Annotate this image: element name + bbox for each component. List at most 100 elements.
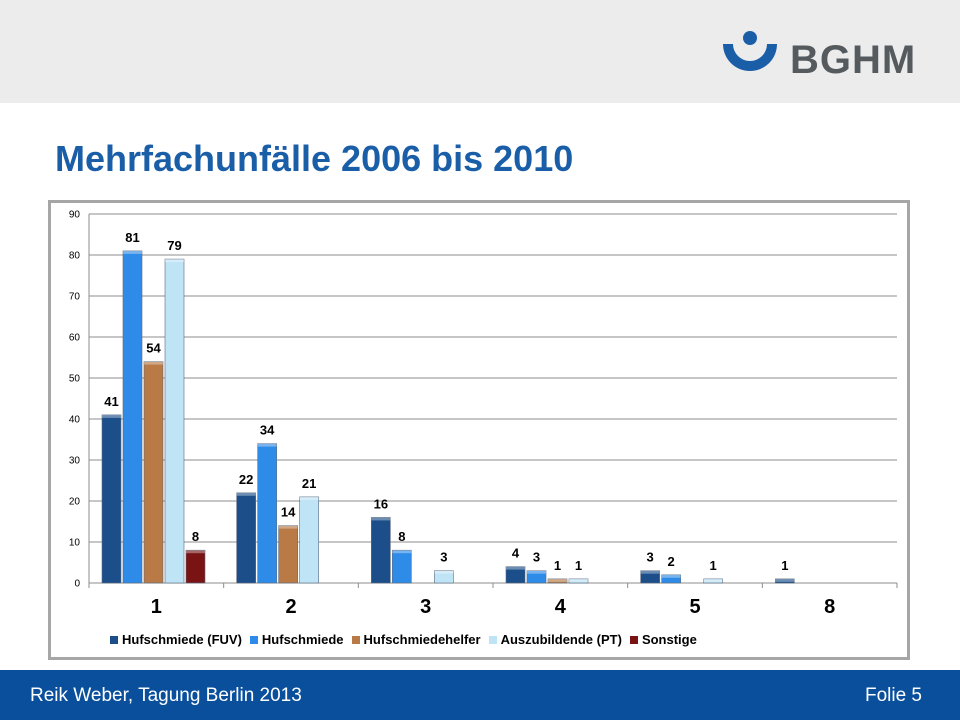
data-label: 4	[512, 546, 520, 561]
data-label: 79	[167, 238, 181, 253]
legend-label: Hufschmiedehelfer	[363, 632, 481, 647]
header-band	[0, 0, 960, 103]
y-tick-label: 70	[69, 292, 81, 303]
legend-item: Hufschmiedehelfer	[351, 632, 481, 647]
bar-highlight	[186, 550, 205, 554]
logo-text: BGHM	[790, 38, 917, 82]
bar	[547, 578, 568, 584]
bar	[185, 549, 206, 584]
data-label: 1	[575, 558, 582, 573]
data-label: 8	[192, 529, 199, 544]
legend-label: Sonstige	[641, 632, 697, 647]
bar	[164, 258, 185, 584]
bar	[703, 578, 723, 584]
legend-item: Auszubildende (PT)	[488, 632, 622, 647]
legend-swatch	[488, 635, 497, 644]
data-label: 81	[125, 230, 139, 245]
data-label: 54	[146, 341, 161, 356]
bar	[101, 414, 122, 584]
bar-highlight	[506, 566, 525, 570]
data-label: 1	[554, 558, 561, 573]
bar-highlight	[569, 578, 588, 582]
bar	[143, 361, 164, 584]
bar-highlight	[548, 578, 567, 582]
data-label: 2	[668, 554, 675, 569]
bar-highlight	[102, 414, 121, 418]
y-tick-label: 90	[69, 210, 81, 221]
footer-slide-number: Folie 5	[864, 685, 922, 706]
data-label: 8	[398, 529, 405, 544]
bar-highlight	[640, 570, 660, 574]
bar-highlight	[371, 517, 391, 521]
bar-highlight	[392, 550, 412, 554]
data-label: 21	[302, 476, 316, 491]
data-label: 22	[239, 472, 253, 487]
x-tick-label: 8	[824, 596, 835, 618]
bar-highlight	[165, 259, 184, 263]
y-tick-label: 0	[74, 579, 80, 590]
bar-highlight	[278, 525, 298, 529]
bar	[371, 517, 391, 584]
legend-label: Hufschmiede	[261, 632, 344, 647]
bar-highlight	[236, 492, 256, 496]
bghm-logo-icon	[723, 31, 777, 71]
chart-legend: Hufschmiede (FUV) Hufschmiede Hufschmiedeh…	[110, 632, 697, 647]
x-tick-label: 4	[555, 596, 567, 618]
bar	[568, 578, 589, 584]
bar-highlight	[703, 578, 723, 582]
bar-highlight	[661, 574, 681, 578]
legend-swatch	[249, 635, 258, 644]
bar	[505, 566, 526, 584]
x-tick-label: 3	[420, 596, 431, 618]
bar	[775, 578, 795, 584]
legend-item: Sonstige	[629, 632, 697, 647]
bar	[257, 443, 277, 584]
y-tick-label: 60	[69, 333, 81, 344]
legend-swatch	[629, 635, 638, 644]
footer-bar	[0, 670, 960, 720]
legend-item: Hufschmiede	[249, 632, 344, 647]
legend-label: Auszubildende (PT)	[500, 632, 622, 647]
footer-presenter: Reik Weber, Tagung Berlin 2013	[30, 685, 302, 706]
y-tick-label: 80	[69, 251, 81, 262]
bar-highlight	[775, 578, 795, 582]
bar-chart: 0102030405060708090141815479822234142131…	[69, 210, 898, 618]
bar	[434, 570, 454, 584]
legend-swatch	[351, 635, 360, 644]
x-tick-label: 1	[151, 596, 162, 618]
data-label: 1	[781, 558, 788, 573]
bar-highlight	[299, 496, 319, 500]
data-label: 3	[440, 550, 447, 565]
bar-highlight	[257, 443, 277, 447]
x-tick-label: 2	[285, 596, 296, 618]
y-tick-label: 30	[69, 456, 81, 467]
data-label: 34	[260, 423, 275, 438]
data-label: 1	[710, 558, 717, 573]
y-tick-label: 40	[69, 415, 81, 426]
x-tick-label: 5	[689, 596, 700, 618]
bar-highlight	[144, 361, 163, 365]
legend-swatch	[110, 635, 118, 644]
bar	[392, 549, 412, 584]
bar	[299, 496, 319, 584]
bar-highlight	[527, 570, 546, 574]
data-label: 41	[104, 394, 118, 409]
bar	[661, 574, 681, 584]
page-title: Mehrfachunfälle 2006 bis 2010	[55, 138, 574, 179]
data-label: 14	[281, 505, 296, 520]
y-tick-label: 50	[69, 374, 81, 385]
legend-item: Hufschmiede (FUV)	[110, 632, 242, 647]
bar-highlight	[123, 250, 142, 254]
y-tick-label: 10	[69, 538, 81, 549]
bar	[526, 570, 547, 584]
bar	[278, 525, 298, 584]
y-tick-label: 20	[69, 497, 81, 508]
data-label: 3	[533, 550, 540, 565]
bar	[122, 250, 143, 584]
bar-highlight	[434, 570, 454, 574]
data-label: 16	[374, 496, 388, 511]
legend-label: Hufschmiede (FUV)	[122, 632, 242, 647]
bar	[640, 570, 660, 584]
bar	[236, 492, 256, 584]
data-label: 3	[647, 550, 654, 565]
